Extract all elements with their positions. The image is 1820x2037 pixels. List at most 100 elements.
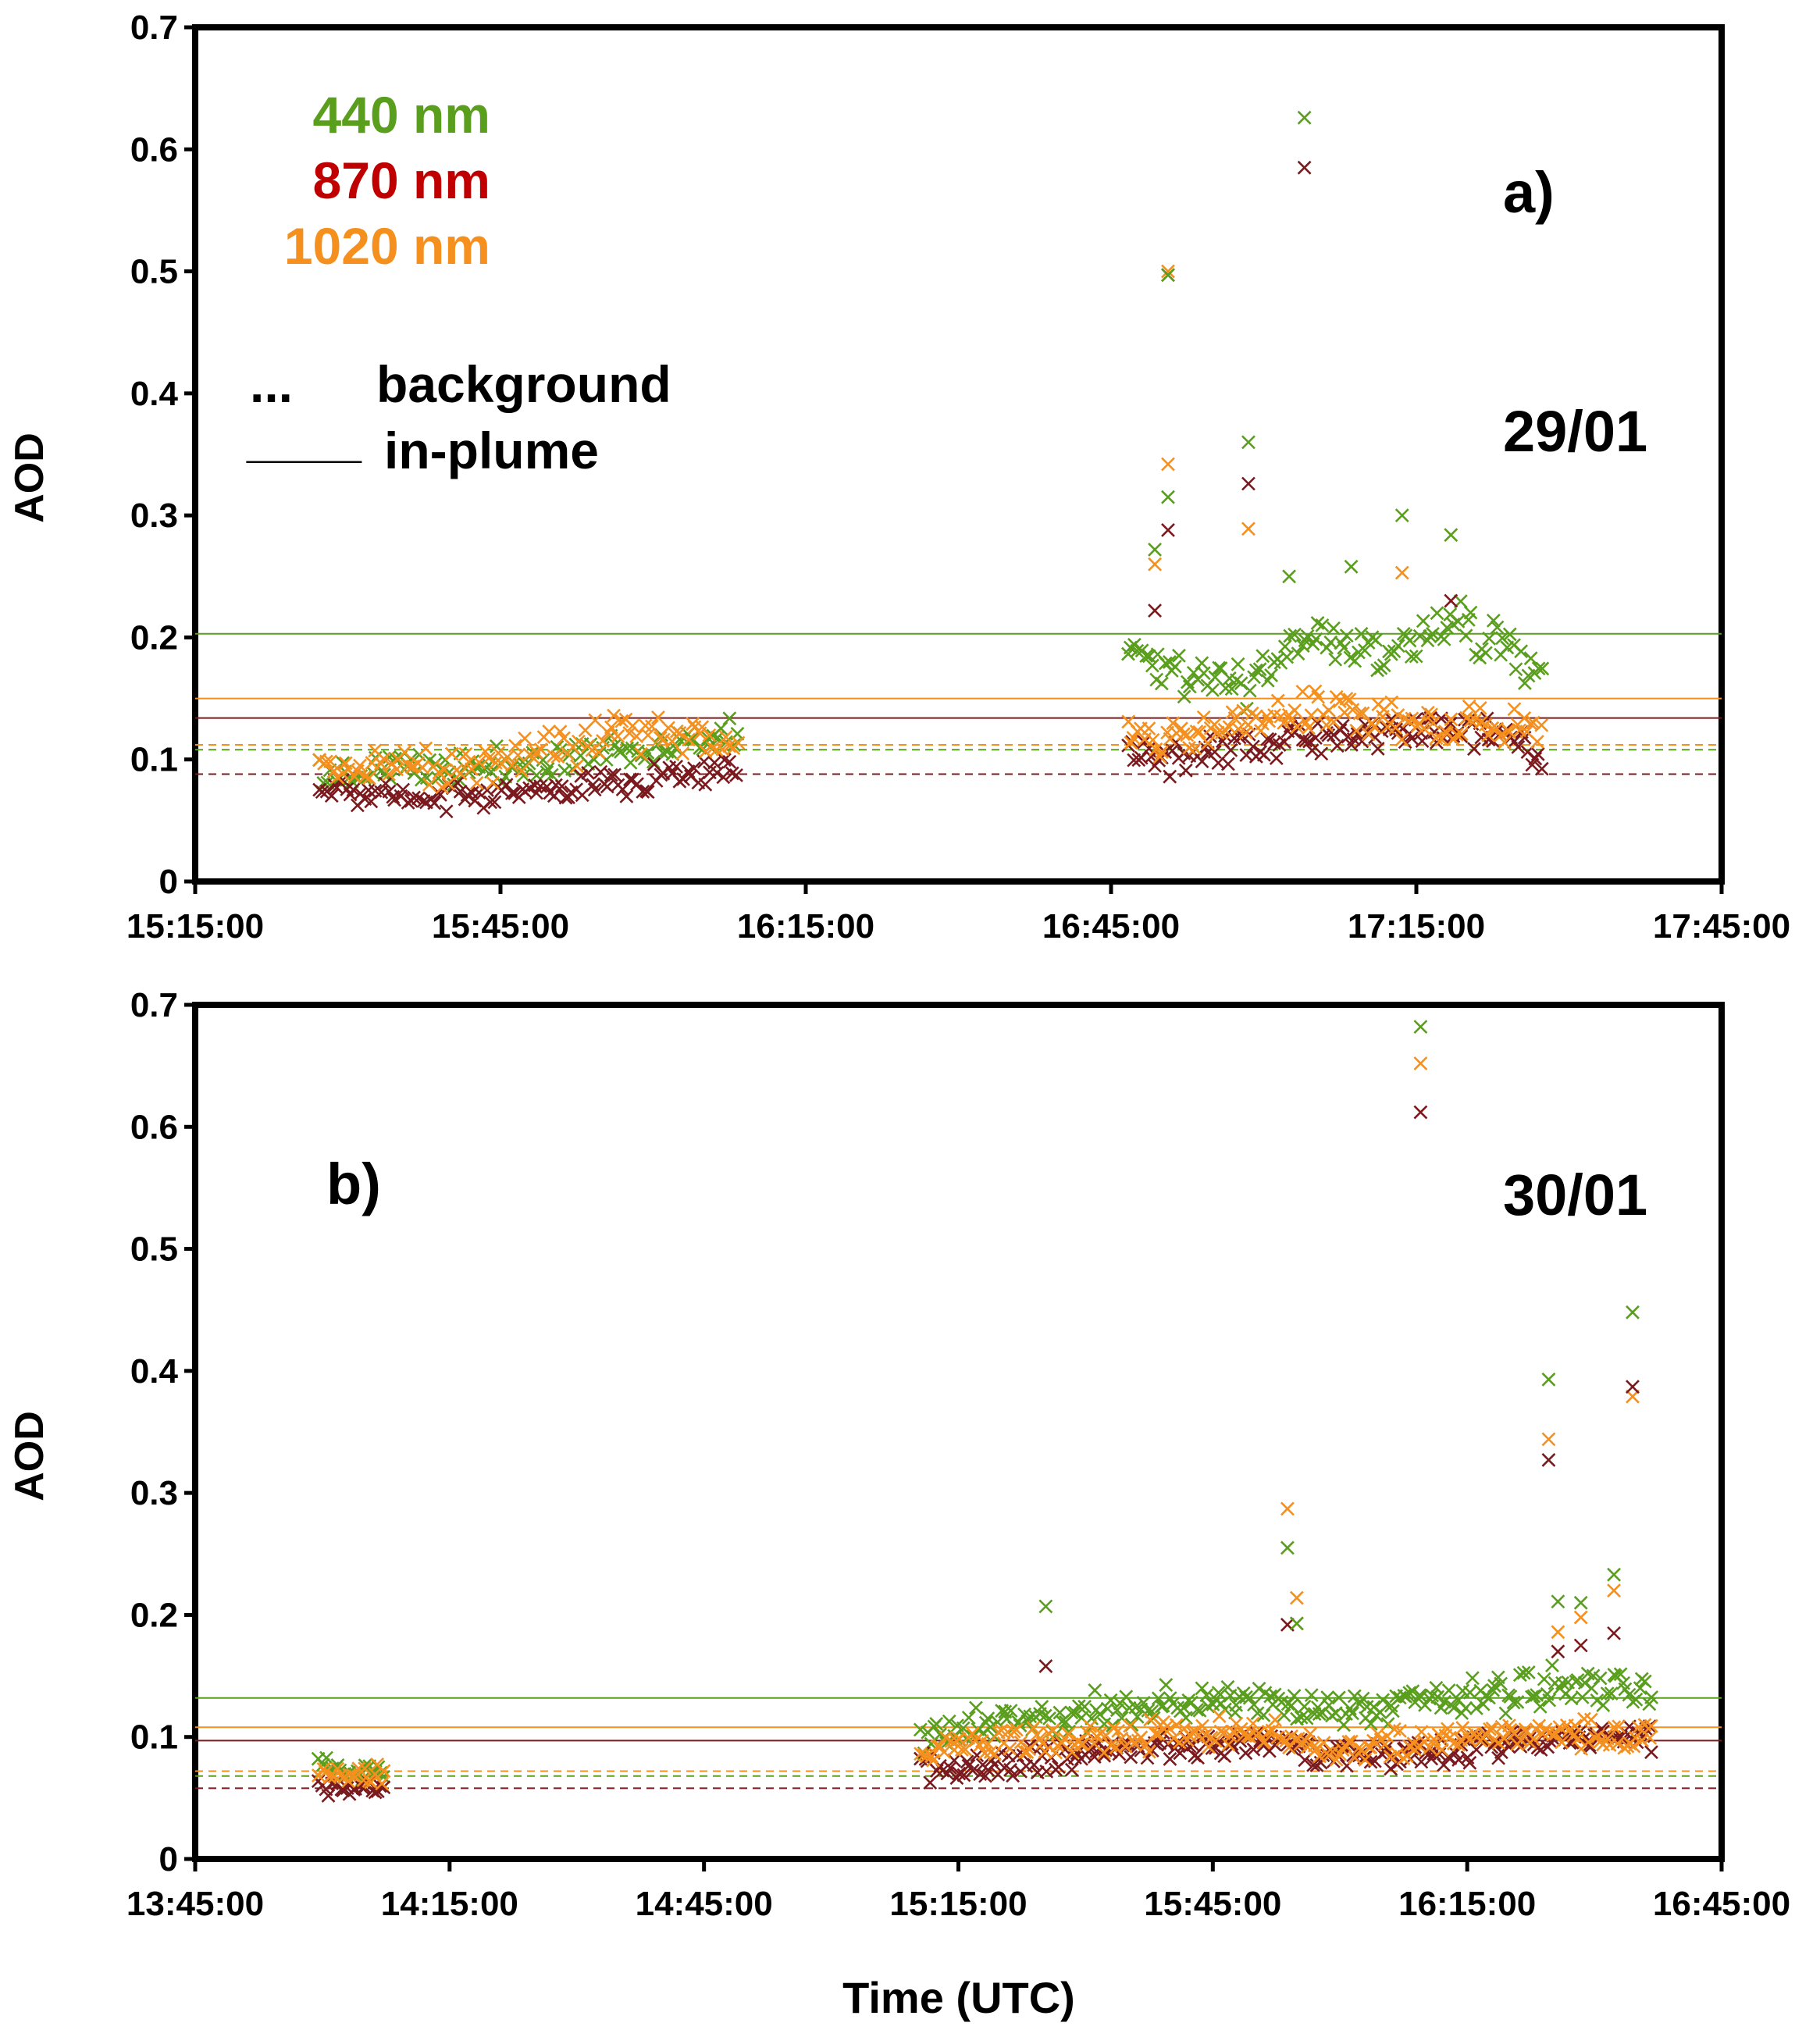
point-1020nm	[1358, 1753, 1373, 1767]
point-440nm	[1644, 1690, 1659, 1704]
point-440nm	[1003, 1704, 1018, 1718]
point-440nm	[1430, 606, 1444, 621]
point-870nm	[487, 795, 502, 810]
point-1020nm	[422, 778, 436, 792]
point-1020nm	[1172, 1735, 1187, 1750]
point-870nm	[687, 761, 701, 775]
point-1020nm	[731, 735, 746, 750]
point-1020nm	[614, 714, 629, 728]
point-440nm	[1637, 1674, 1652, 1689]
point-1020nm	[1212, 1709, 1227, 1723]
point-870nm	[622, 772, 637, 787]
point-1020nm	[1265, 1723, 1280, 1738]
point-1020nm	[1169, 1718, 1184, 1733]
point-1020nm	[1454, 727, 1469, 742]
point-440nm	[1523, 651, 1538, 666]
point-870nm	[427, 796, 442, 810]
point-440nm	[1545, 1658, 1559, 1672]
point-1020nm	[1490, 721, 1505, 736]
point-1020nm	[702, 728, 717, 743]
point-1020nm	[1238, 725, 1253, 740]
point-1020nm	[1441, 1722, 1455, 1736]
point-440nm	[1331, 1690, 1346, 1705]
point-1020nm	[1003, 1741, 1017, 1756]
y-tick-label: 0.4	[130, 1352, 179, 1391]
point-440nm	[1344, 559, 1359, 574]
point-1020nm	[1166, 716, 1181, 731]
point-870nm	[1297, 160, 1312, 175]
point-870nm	[1551, 1644, 1565, 1659]
point-440nm	[1526, 1689, 1541, 1704]
point-440nm	[1224, 682, 1239, 696]
point-1020nm	[1280, 1501, 1295, 1516]
point-1020nm	[1163, 1722, 1177, 1736]
point-870nm	[1298, 733, 1313, 748]
point-870nm	[707, 755, 722, 770]
point-440nm	[1109, 1703, 1124, 1718]
point-440nm	[1154, 676, 1169, 691]
point-1020nm	[1377, 1737, 1392, 1752]
point-440nm	[1498, 1706, 1513, 1721]
point-1020nm	[625, 718, 640, 733]
point-440nm	[1542, 1693, 1557, 1708]
plot-frame	[192, 24, 1725, 885]
point-440nm	[1148, 542, 1162, 557]
point-440nm	[1337, 640, 1352, 655]
point-870nm	[581, 766, 596, 780]
point-870nm	[376, 1780, 391, 1795]
y-tick-label: 0.2	[130, 618, 178, 657]
point-1020nm	[1534, 718, 1549, 732]
panel-label-b: b)	[326, 1152, 381, 1216]
x-axis-label: Time (UTC)	[842, 1973, 1075, 2022]
point-1020nm	[1526, 1732, 1541, 1747]
point-440nm	[1280, 1697, 1295, 1711]
point-440nm	[1297, 1699, 1312, 1714]
y-tick-label: 0.6	[130, 130, 178, 169]
point-870nm	[1305, 743, 1320, 758]
point-1020nm	[330, 1761, 345, 1776]
point-440nm	[1600, 1686, 1615, 1701]
point-1020nm	[1530, 735, 1544, 749]
point-1020nm	[353, 758, 367, 773]
point-1020nm	[1083, 1719, 1098, 1733]
point-1020nm	[944, 1734, 959, 1749]
point-1020nm	[675, 746, 690, 761]
point-1020nm	[1123, 1718, 1138, 1733]
point-1020nm	[1341, 1735, 1356, 1749]
point-1020nm	[954, 1743, 969, 1757]
point-440nm	[1354, 626, 1369, 641]
point-440nm	[1508, 662, 1523, 677]
point-1020nm	[444, 746, 459, 761]
point-440nm	[969, 1700, 983, 1715]
point-440nm	[1288, 627, 1302, 642]
point-1020nm	[987, 1747, 1002, 1761]
point-440nm	[1252, 1681, 1266, 1696]
point-440nm	[1035, 1700, 1049, 1714]
point-870nm	[1511, 739, 1526, 754]
point-1020nm	[1145, 732, 1160, 747]
point-1020nm	[1416, 721, 1431, 735]
point-440nm	[1465, 1671, 1480, 1686]
point-440nm	[1345, 1706, 1359, 1721]
x-tick-label: 15:15:00	[889, 1885, 1027, 1923]
panel-b: 0 0.1 0.2 0.3 0.4 0.5 0.6 0.7 13:45:00 14:15:00 1…	[7, 986, 1790, 1923]
point-1020nm	[1154, 745, 1169, 760]
point-1020nm	[604, 720, 618, 735]
point-440nm	[1363, 1716, 1378, 1731]
point-1020nm	[1236, 703, 1251, 718]
point-440nm	[1495, 631, 1509, 646]
point-440nm	[1409, 649, 1423, 664]
point-440nm	[1512, 1668, 1527, 1683]
point-440nm	[1038, 1708, 1052, 1723]
point-1020nm	[1152, 750, 1167, 764]
point-1020nm	[1612, 1719, 1626, 1734]
point-440nm	[1161, 268, 1175, 283]
point-1020nm	[1352, 706, 1367, 721]
point-1020nm	[1339, 691, 1354, 706]
point-440nm	[1551, 1594, 1565, 1609]
point-870nm	[676, 772, 690, 786]
x-tick-label: 15:45:00	[1144, 1885, 1281, 1923]
point-1020nm	[572, 734, 586, 749]
point-440nm	[1479, 646, 1493, 661]
point-870nm	[396, 782, 411, 797]
